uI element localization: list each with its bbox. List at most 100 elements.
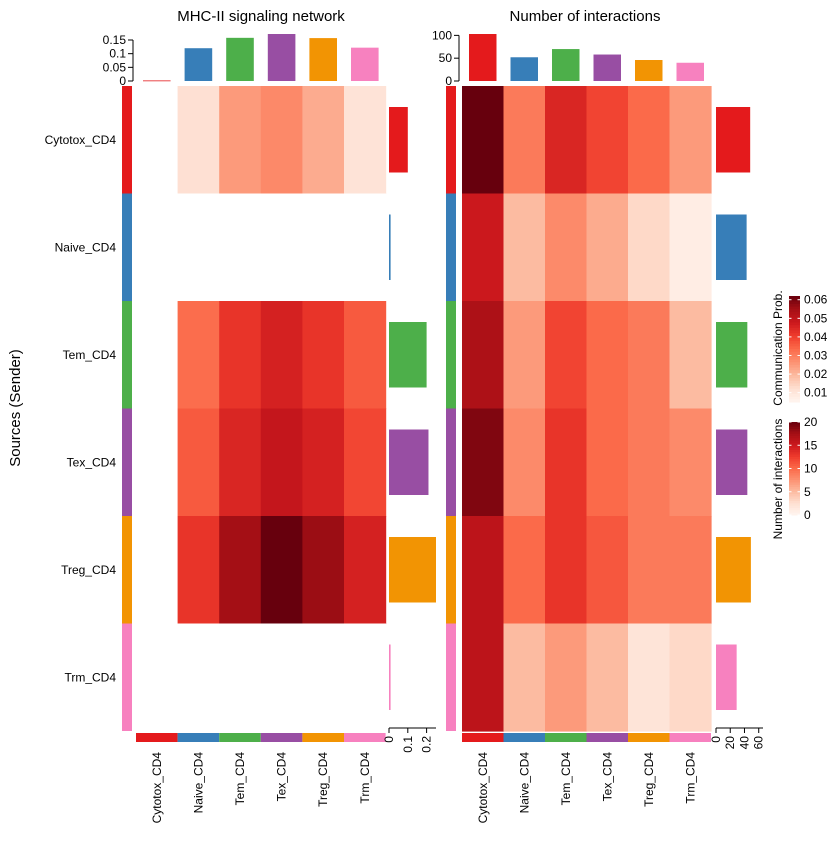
legend-tick-label: 0.02 <box>804 367 828 381</box>
legend-gradient-segment <box>789 447 800 451</box>
heatmap-cell <box>669 193 712 302</box>
heatmap-cell <box>219 86 262 195</box>
legend-gradient-segment <box>789 375 800 379</box>
heatmap-cell <box>628 623 671 732</box>
heatmap-cell <box>260 516 303 625</box>
right-bar <box>716 107 751 173</box>
heatmap-cell <box>219 516 262 625</box>
heatmap-cell <box>462 408 505 517</box>
top-axis-tick-label: 0 <box>119 74 126 88</box>
heatmap-cell <box>219 623 262 732</box>
legend-gradient-segment <box>789 335 800 339</box>
legend-gradient-segment <box>789 325 800 329</box>
legend-tick-label: 5 <box>804 485 811 499</box>
heatmap-cell <box>586 516 629 625</box>
heatmap-cell <box>503 86 546 195</box>
legend-gradient-segment <box>789 510 800 514</box>
heatmap-cell <box>545 516 588 625</box>
legend-gradient-segment <box>789 383 800 387</box>
legend-gradient-segment <box>789 491 800 495</box>
legend-gradient-segment <box>789 386 800 390</box>
column-label: Treg_CD4 <box>642 752 656 807</box>
right-bar <box>389 107 408 173</box>
legend-gradient-segment <box>789 391 800 395</box>
legend-gradient-segment <box>789 512 800 516</box>
legend-gradient-segment <box>789 456 800 460</box>
column-label: Tem_CD4 <box>233 752 247 806</box>
heatmap-cell <box>669 408 712 517</box>
heatmap-cell <box>503 301 546 410</box>
col-color-strip <box>545 733 587 742</box>
row-color-strip <box>446 516 456 624</box>
right-axis-tick-label: 0 <box>382 736 396 743</box>
heatmap-cell <box>219 408 262 517</box>
heatmap-cell <box>260 301 303 410</box>
heatmap-cell <box>669 623 712 732</box>
legend-gradient-segment <box>789 496 800 500</box>
legend-gradient-segment <box>789 306 800 310</box>
heatmap-cell <box>628 408 671 517</box>
heatmap-cell <box>136 86 179 195</box>
row-color-strip <box>122 86 132 194</box>
heatmap-cell <box>586 408 629 517</box>
legend-gradient-segment <box>789 309 800 313</box>
heatmap-cell <box>177 516 220 625</box>
legend-gradient-segment <box>789 498 800 502</box>
legend-gradient-segment <box>789 487 800 490</box>
heatmap-cell <box>344 301 387 410</box>
legend-gradient-segment <box>789 459 800 463</box>
legend-gradient-segment <box>789 424 800 428</box>
col-color-strip <box>260 733 303 742</box>
heatmap-cell <box>462 516 505 625</box>
legend-gradient-segment <box>789 354 800 358</box>
legend-tick-label: 15 <box>804 438 818 452</box>
right-bar <box>389 429 429 495</box>
legend-gradient-segment <box>789 470 800 474</box>
legend-tick-label: 0.03 <box>804 349 828 363</box>
heatmap-cell <box>302 516 345 625</box>
top-bar <box>510 57 538 81</box>
heatmap-cell <box>260 408 303 517</box>
heatmap-cell <box>344 516 387 625</box>
heatmap-cell <box>628 86 671 195</box>
legend-gradient-segment <box>789 442 800 446</box>
y-axis-title: Sources (Sender) <box>7 349 24 467</box>
legend-gradient-segment <box>789 440 800 444</box>
legend-gradient-segment <box>789 343 800 347</box>
row-color-strip <box>446 623 456 731</box>
heatmap-cell <box>669 301 712 410</box>
row-color-strip <box>122 516 132 624</box>
heatmap-cell <box>136 301 179 410</box>
panel-title-prob: MHC-II signaling network <box>177 8 345 25</box>
right-axis-tick-label: 0.1 <box>401 736 415 753</box>
col-color-strip <box>628 733 670 742</box>
heatmap-cell <box>503 516 546 625</box>
column-label: Cytotox_CD4 <box>476 752 490 824</box>
heatmap-cell <box>462 623 505 732</box>
legend-gradient-segment <box>789 463 800 467</box>
legend-gradient-segment <box>789 475 800 479</box>
heatmap-cell <box>136 408 179 517</box>
legend-tick-label: 0.04 <box>804 330 828 344</box>
legend-gradient-segment <box>789 370 800 374</box>
right-bar <box>716 644 737 710</box>
legend-gradient-segment <box>789 438 800 442</box>
heatmap-cell <box>344 86 387 195</box>
legend-tick-label: 0.01 <box>804 386 828 400</box>
legend-gradient-segment <box>789 468 800 472</box>
legend-gradient-segment <box>789 364 800 369</box>
legend-gradient-segment <box>789 480 800 483</box>
legend-gradient-segment <box>789 461 800 465</box>
legend-gradient-segment <box>789 362 800 366</box>
legend-gradient-segment <box>789 319 800 323</box>
top-axis-tick-label: 0.15 <box>103 33 127 47</box>
top-bar <box>593 54 621 81</box>
top-bar <box>676 62 704 81</box>
heatmap-cell <box>177 623 220 732</box>
heatmap-cell <box>219 193 262 302</box>
top-bar <box>267 34 296 81</box>
legend-gradient-segment <box>789 333 800 337</box>
row-label: Tem_CD4 <box>63 348 117 362</box>
panel-title-count: Number of interactions <box>510 8 661 25</box>
